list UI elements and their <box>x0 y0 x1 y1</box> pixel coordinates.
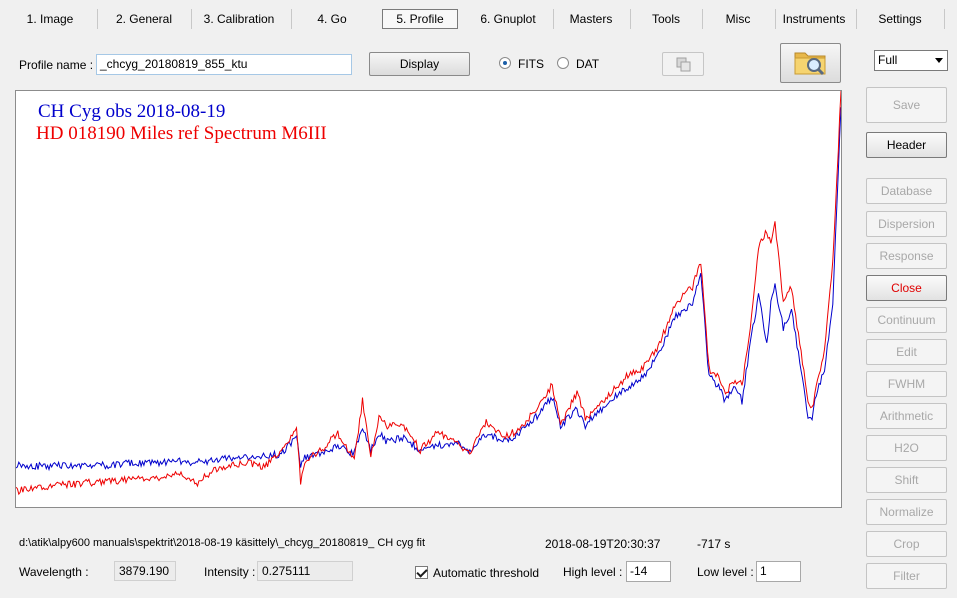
fits-radio[interactable] <box>499 57 511 69</box>
tab-masters[interactable]: Masters <box>569 12 613 26</box>
tab-separator <box>775 9 776 29</box>
response-button[interactable]: Response <box>866 243 947 269</box>
copy-button[interactable] <box>662 52 704 76</box>
filter-button[interactable]: Filter <box>866 563 947 589</box>
dispersion-button[interactable]: Dispersion <box>866 211 947 237</box>
database-button[interactable]: Database <box>866 178 947 204</box>
tab-separator <box>97 9 98 29</box>
tab-misc[interactable]: Misc <box>725 12 751 26</box>
save-button[interactable]: Save <box>866 87 947 123</box>
tab-separator <box>702 9 703 29</box>
zoom-select-value: Full <box>878 53 898 67</box>
shift-button[interactable]: Shift <box>866 467 947 493</box>
open-folder-button[interactable] <box>780 43 841 83</box>
exposure-text: -717 s <box>697 537 731 551</box>
tab-separator <box>630 9 631 29</box>
tab-tools[interactable]: Tools <box>651 12 680 26</box>
copy-icon <box>676 57 691 72</box>
legend-obs: CH Cyg obs 2018-08-19 <box>38 101 225 122</box>
low-level-label: Low level : <box>697 565 754 579</box>
tab-settings[interactable]: Settings <box>878 12 922 26</box>
profile-name-input[interactable]: _chcyg_20180819_855_ktu <box>96 54 352 75</box>
fwhm-button[interactable]: FWHM <box>866 371 947 397</box>
tab-separator <box>944 9 945 29</box>
zoom-select[interactable]: Full <box>874 50 948 71</box>
arithmetic-button[interactable]: Arithmetic <box>866 403 947 429</box>
continuum-button[interactable]: Continuum <box>866 307 947 333</box>
tab-separator <box>191 9 192 29</box>
close-button[interactable]: Close <box>866 275 947 301</box>
folder-search-icon <box>794 52 826 76</box>
spectrum-chart: CH Cyg obs 2018-08-19 HD 018190 Miles re… <box>16 91 841 496</box>
profile-name-label: Profile name : <box>19 58 94 72</box>
tab-instruments[interactable]: Instruments <box>782 12 846 26</box>
series-ref-line <box>16 91 841 496</box>
tab-separator <box>553 9 554 29</box>
fits-radio-label: FITS <box>518 57 544 71</box>
auto-threshold-label: Automatic threshold <box>433 566 540 580</box>
tab-go[interactable]: 4. Go <box>317 12 347 26</box>
tab-image[interactable]: 1. Image <box>26 12 74 26</box>
tab-gnuplot[interactable]: 6. Gnuplot <box>480 12 536 26</box>
legend-ref: HD 018190 Miles ref Spectrum M6III <box>36 123 327 144</box>
dat-radio-label: DAT <box>576 57 600 71</box>
spectrum-plot[interactable]: CH Cyg obs 2018-08-19 HD 018190 Miles re… <box>15 90 842 508</box>
auto-threshold-checkbox[interactable] <box>415 566 428 579</box>
series-obs-line <box>16 107 841 472</box>
high-level-input[interactable]: -14 <box>626 561 671 582</box>
tab-bar: 1. Image 2. General 3. Calibration 4. Go… <box>0 0 957 34</box>
chevron-down-icon <box>935 58 943 63</box>
header-button[interactable]: Header <box>866 132 947 158</box>
datetime-text: 2018-08-19T20:30:37 <box>545 537 661 551</box>
normalize-button[interactable]: Normalize <box>866 499 947 525</box>
intensity-label: Intensity : <box>204 565 256 579</box>
tab-general[interactable]: 2. General <box>115 12 173 26</box>
wavelength-value: 3879.190 <box>114 561 176 581</box>
dat-radio[interactable] <box>557 57 569 69</box>
tab-separator <box>856 9 857 29</box>
file-path: d:\atik\alpy600 manuals\spektrit\2018-08… <box>19 537 426 549</box>
tab-separator <box>291 9 292 29</box>
high-level-label: High level : <box>563 565 623 579</box>
intensity-value: 0.275111 <box>257 561 353 581</box>
wavelength-label: Wavelength : <box>19 565 89 579</box>
display-button[interactable]: Display <box>369 52 470 76</box>
crop-button[interactable]: Crop <box>866 531 947 557</box>
edit-button[interactable]: Edit <box>866 339 947 365</box>
tab-calibration[interactable]: 3. Calibration <box>203 12 275 26</box>
tab-profile[interactable]: 5. Profile <box>382 9 458 29</box>
h2o-button[interactable]: H2O <box>866 435 947 461</box>
low-level-input[interactable]: 1 <box>756 561 801 582</box>
